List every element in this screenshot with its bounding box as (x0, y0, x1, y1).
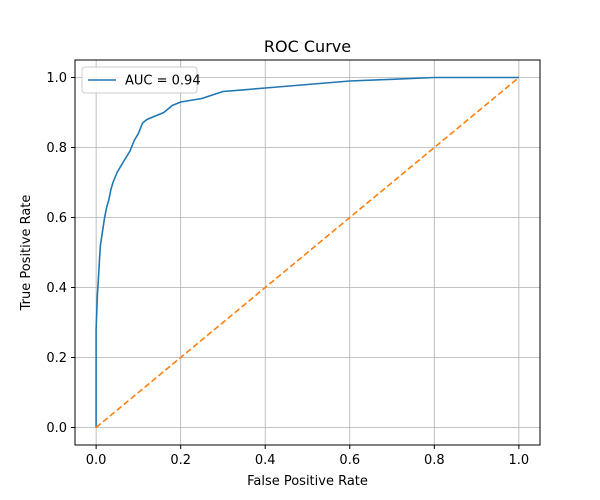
y-tick-label: 1.0 (46, 71, 67, 86)
x-tick-label: 0.8 (424, 453, 445, 468)
plot-frame (74, 59, 541, 446)
legend-box (81, 66, 198, 94)
y-tick-label: 0.0 (46, 421, 67, 436)
x-tick-label: 0.2 (170, 453, 191, 468)
y-tick-label: 0.2 (46, 351, 67, 366)
roc-curve-line (95, 76, 519, 428)
x-tick-label: 0.0 (86, 453, 107, 468)
y-tick-label: 0.8 (46, 141, 67, 156)
x-tick-label: 0.6 (339, 453, 360, 468)
x-tick-label: 0.4 (255, 453, 276, 468)
plot-series (95, 76, 520, 429)
x-tick-label: 1.0 (509, 453, 530, 468)
axis-ticks: 0.0 0.2 0.4 0.6 0.8 1.0 0.0 0.2 0.4 0.6 0.8 1.0 (46, 71, 529, 468)
y-tick-label: 0.6 (46, 211, 67, 226)
legend: AUC = 0.94 (81, 66, 201, 94)
chart-title: ROC Curve (264, 37, 351, 56)
y-axis-title: True Positive Rate (19, 195, 34, 312)
chance-diagonal-line (95, 76, 520, 429)
legend-label: AUC = 0.94 (125, 74, 201, 89)
y-tick-label: 0.4 (46, 281, 67, 296)
x-axis-title: False Positive Rate (247, 474, 368, 489)
